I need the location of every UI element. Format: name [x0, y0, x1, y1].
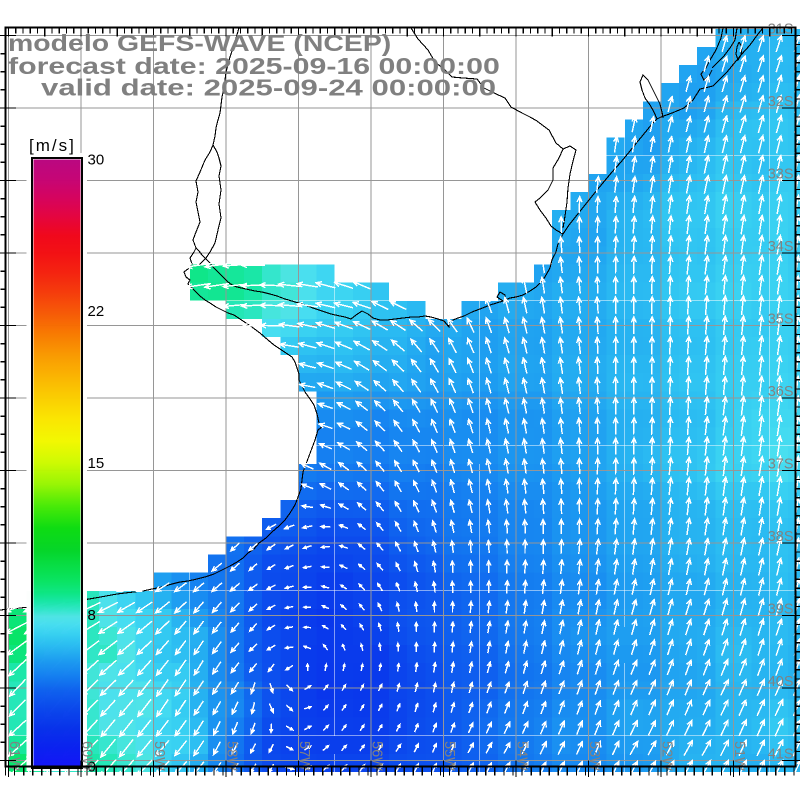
- svg-text:37S: 37S: [768, 457, 794, 473]
- svg-text:38S: 38S: [768, 529, 794, 545]
- svg-text:36S: 36S: [768, 384, 794, 400]
- svg-text:forecast date: 2025-09-16 00:0: forecast date: 2025-09-16 00:00:00: [8, 52, 500, 79]
- svg-text:54W: 54W: [514, 741, 530, 771]
- svg-text:35S: 35S: [768, 312, 794, 328]
- svg-text:22: 22: [88, 303, 105, 320]
- svg-text:modelo GEFS-WAVE (NCEP): modelo GEFS-WAVE (NCEP): [8, 29, 391, 56]
- svg-text:41S: 41S: [768, 747, 794, 763]
- svg-text:8: 8: [88, 607, 96, 624]
- svg-text:31S: 31S: [768, 22, 794, 38]
- svg-text:51W: 51W: [731, 741, 747, 771]
- svg-text:57W: 57W: [296, 741, 312, 771]
- svg-text:33S: 33S: [768, 167, 794, 183]
- svg-text:34S: 34S: [768, 239, 794, 255]
- svg-text:40S: 40S: [768, 674, 794, 690]
- svg-text:61W: 61W: [6, 741, 22, 771]
- svg-text:15: 15: [88, 455, 105, 472]
- svg-text:58W: 58W: [224, 741, 240, 771]
- svg-text:39S: 39S: [768, 602, 794, 618]
- svg-text:30: 30: [88, 152, 105, 169]
- svg-text:60W: 60W: [79, 741, 95, 771]
- svg-text:52W: 52W: [659, 741, 675, 771]
- svg-text:59W: 59W: [151, 741, 167, 771]
- svg-text:32S: 32S: [768, 94, 794, 110]
- svg-text:[m/s]: [m/s]: [29, 136, 76, 155]
- svg-text:53W: 53W: [586, 741, 602, 771]
- svg-text:55W: 55W: [441, 741, 457, 771]
- svg-text:56W: 56W: [369, 741, 385, 771]
- svg-text:valid date: 2025-09-24 00:00:0: valid date: 2025-09-24 00:00:00: [41, 74, 496, 100]
